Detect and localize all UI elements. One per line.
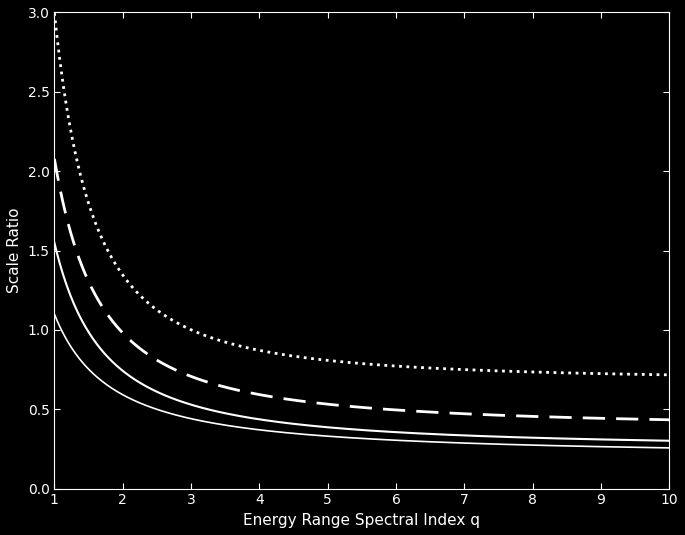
X-axis label: Energy Range Spectral Index q: Energy Range Spectral Index q [243, 513, 480, 528]
Y-axis label: Scale Ratio: Scale Ratio [7, 208, 22, 293]
